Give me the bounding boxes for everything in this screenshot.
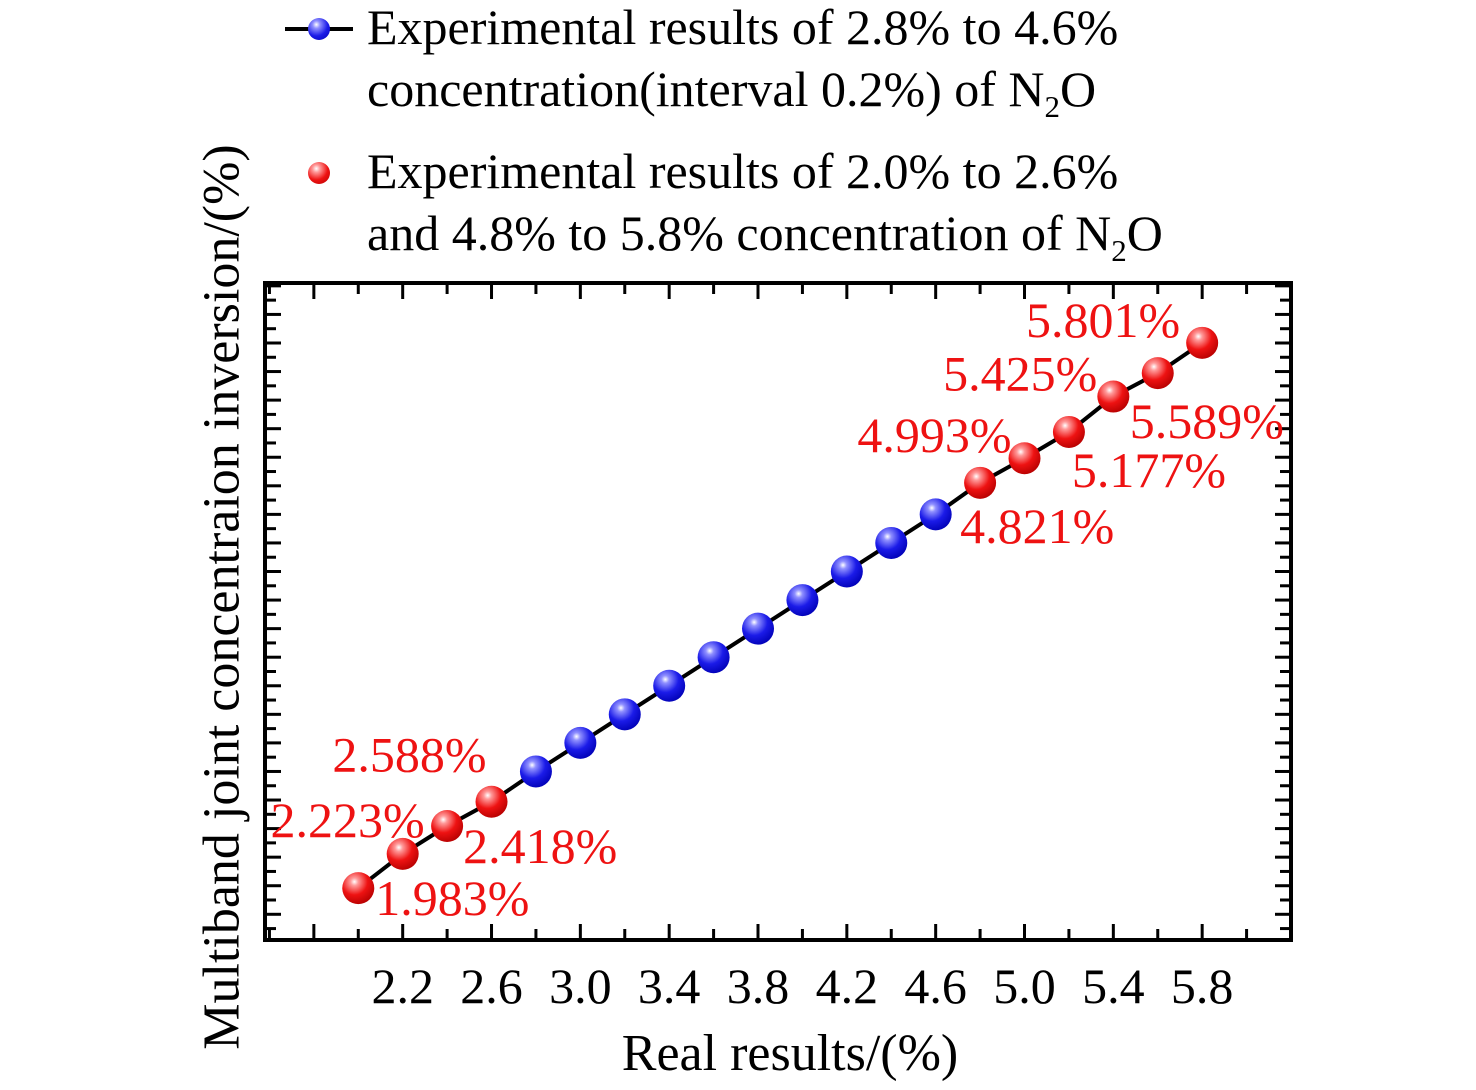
- legend-text-segment: O: [1060, 61, 1097, 117]
- legend-entry-red-line2: and 4.8% to 5.8% concentration of N2O: [367, 206, 1163, 268]
- data-point-red: [1186, 326, 1219, 359]
- point-value-label: 5.177%: [1072, 442, 1226, 498]
- point-value-label: 2.418%: [463, 818, 617, 874]
- data-point-red: [1141, 357, 1174, 390]
- data-point-blue: [786, 584, 819, 617]
- point-value-label: 5.589%: [1130, 393, 1284, 449]
- legend-text-segment: Experimental results of 2.0% to 2.6%: [367, 143, 1119, 199]
- point-value-label: 1.983%: [375, 870, 529, 926]
- red-sphere-marker-icon: [308, 162, 330, 184]
- x-tick-label: 3.8: [727, 958, 790, 1014]
- legend-text-segment: Experimental results of 2.8% to 4.6%: [367, 0, 1119, 55]
- point-value-label: 4.821%: [960, 498, 1114, 554]
- data-point-blue: [875, 526, 908, 559]
- x-tick-label: 5.4: [1082, 958, 1145, 1014]
- x-tick-label: 3.0: [549, 958, 612, 1014]
- data-point-red: [1008, 442, 1041, 475]
- x-tick-label: 4.2: [816, 958, 879, 1014]
- data-point-blue: [742, 612, 775, 645]
- subscript-text: 2: [1111, 233, 1127, 268]
- legend-text-segment: O: [1126, 205, 1163, 261]
- plot-frame: [263, 281, 1293, 942]
- data-point-blue: [564, 726, 597, 759]
- legend-entry-blue-line1: Experimental results of 2.8% to 4.6%: [367, 0, 1118, 55]
- x-tick-label: 5.0: [993, 958, 1056, 1014]
- data-point-red: [386, 837, 419, 870]
- data-point-blue: [653, 669, 686, 702]
- data-point-red: [1052, 415, 1085, 448]
- legend-entry-blue-line2: concentration(interval 0.2%) of N2O: [367, 62, 1096, 124]
- point-value-label: 2.223%: [271, 792, 425, 848]
- data-point-red: [431, 810, 464, 843]
- point-value-label: 4.993%: [857, 407, 1011, 463]
- x-tick-label: 3.4: [638, 958, 701, 1014]
- x-tick-label: 2.2: [371, 958, 434, 1014]
- data-point-blue: [697, 641, 730, 674]
- x-tick-label: 2.6: [460, 958, 523, 1014]
- data-point-blue: [830, 555, 863, 588]
- y-axis-title: Multiband joint concentraion inversion/(…: [193, 144, 251, 1050]
- data-point-blue: [919, 498, 952, 531]
- data-point-red: [964, 466, 997, 499]
- data-point-red: [475, 785, 508, 818]
- legend-text-segment: concentration(interval 0.2%) of N: [367, 61, 1045, 117]
- point-value-label: 2.588%: [332, 727, 486, 783]
- legend-text-segment: and 4.8% to 5.8% concentration of N: [367, 205, 1112, 261]
- blue-sphere-marker-icon: [308, 18, 330, 40]
- data-point-blue: [608, 698, 641, 731]
- data-point-red: [1097, 380, 1130, 413]
- point-value-label: 5.425%: [943, 346, 1097, 402]
- subscript-text: 2: [1044, 89, 1061, 124]
- x-axis-title: Real results/(%): [621, 1025, 959, 1082]
- data-point-blue: [519, 755, 552, 788]
- x-tick-label: 4.6: [904, 958, 967, 1014]
- point-value-label: 5.801%: [1026, 292, 1180, 348]
- data-point-red: [342, 872, 375, 905]
- x-tick-label: 5.8: [1171, 958, 1234, 1014]
- legend-entry-red-line1: Experimental results of 2.0% to 2.6%: [367, 144, 1118, 199]
